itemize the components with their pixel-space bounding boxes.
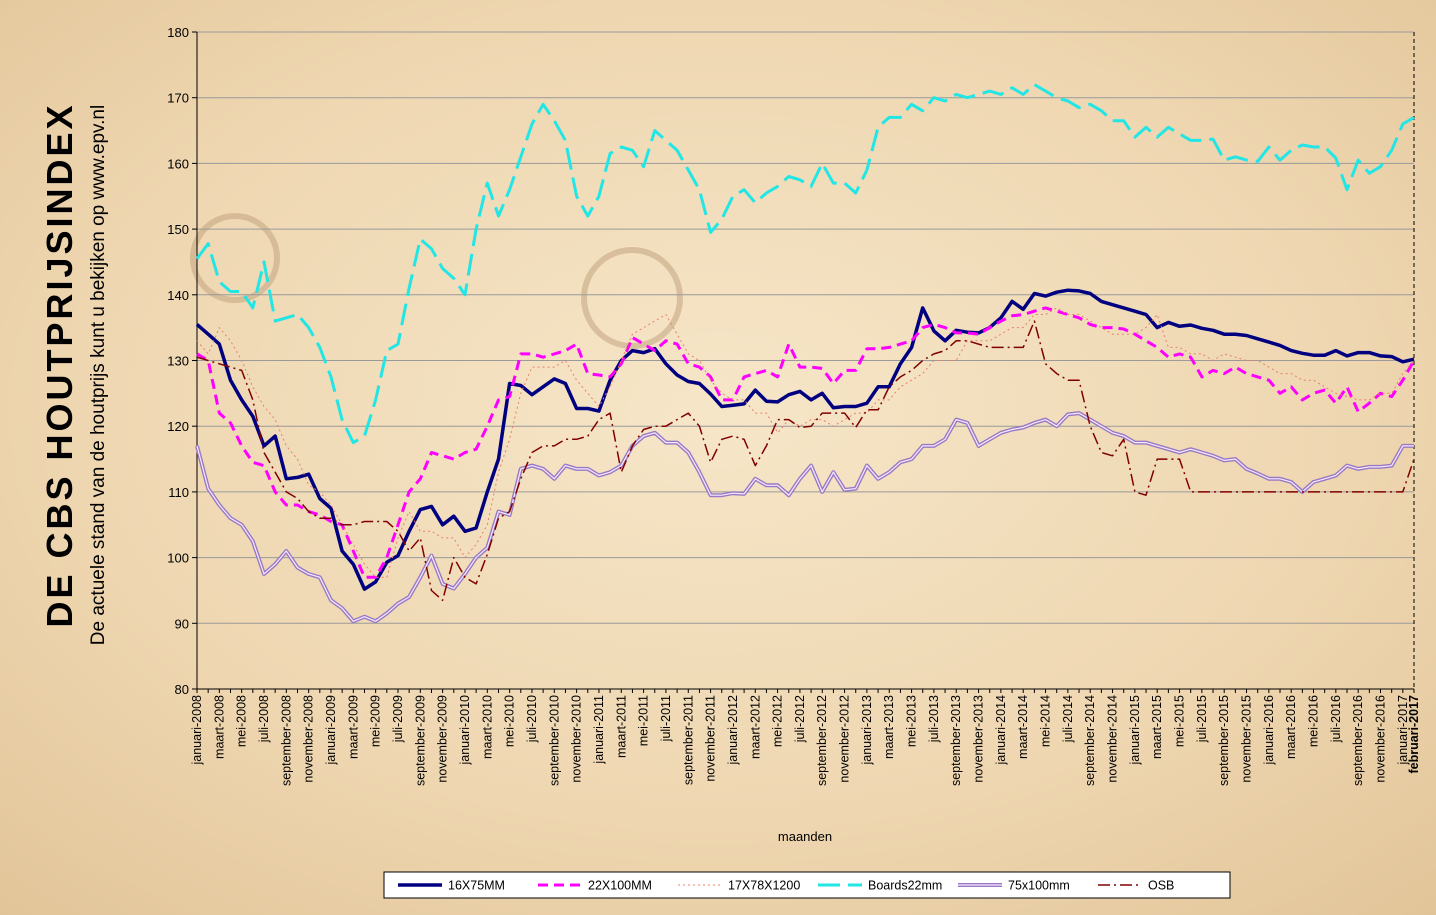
- x-tick-label: juli-2012: [793, 695, 807, 743]
- x-tick-label: september-2012: [815, 695, 829, 786]
- x-tick-label: september-2008: [279, 695, 293, 786]
- x-tick-label: november-2008: [302, 695, 316, 783]
- y-tick-label: 160: [167, 156, 189, 171]
- x-tick-label: maart-2014: [1016, 695, 1030, 759]
- x-tick-label: januari-2008: [190, 695, 204, 766]
- y-tick-label: 100: [167, 551, 189, 566]
- x-tick-label: mei-2011: [637, 695, 651, 746]
- y-tick-label: 110: [168, 485, 189, 500]
- x-tick-label: juli-2008: [257, 695, 271, 743]
- x-tick-label: september-2013: [949, 695, 963, 786]
- x-tick-label: mei-2012: [771, 695, 785, 747]
- x-tick-label: mei-2013: [905, 695, 919, 747]
- legend-label: 17X78X1200: [728, 879, 800, 893]
- x-tick-label: september-2010: [547, 695, 561, 786]
- x-tick-label: juli-2013: [927, 695, 941, 743]
- x-tick-label: maart-2016: [1284, 695, 1298, 759]
- y-tick-label: 120: [167, 419, 189, 434]
- x-tick-label: november-2010: [570, 695, 584, 783]
- y-tick-label: 90: [175, 616, 189, 631]
- x-tick-label: januari-2010: [458, 695, 472, 766]
- y-tick-label: 130: [167, 354, 189, 369]
- x-tick-label: november-2011: [704, 695, 718, 782]
- x-tick-label: januari-2012: [726, 695, 740, 766]
- x-tick-label: november-2016: [1374, 695, 1388, 783]
- x-tick-label: juli-2009: [391, 695, 405, 743]
- x-tick-label: februari-2017: [1407, 695, 1421, 774]
- x-tick-label: maart-2009: [346, 695, 360, 759]
- chart-title: DE CBS HOUTPRIJSINDEX: [39, 102, 80, 627]
- legend-label: Boards22mm: [868, 879, 942, 893]
- x-tick-label: september-2014: [1083, 695, 1097, 786]
- x-tick-label: juli-2014: [1061, 695, 1075, 743]
- x-tick-label: september-2015: [1217, 695, 1231, 786]
- x-tick-label: mei-2014: [1039, 695, 1053, 747]
- x-tick-label: mei-2010: [503, 695, 517, 747]
- x-tick-label: september-2011: [681, 695, 695, 785]
- x-tick-label: januari-2015: [1128, 695, 1142, 766]
- x-axis-label: maanden: [778, 829, 832, 844]
- x-tick-label: september-2009: [413, 695, 427, 786]
- legend-label: 75x100mm: [1008, 879, 1070, 893]
- legend-label: 22X100MM: [588, 879, 652, 893]
- x-tick-label: november-2009: [436, 695, 450, 783]
- legend-label: OSB: [1148, 879, 1174, 893]
- x-tick-label: januari-2016: [1262, 695, 1276, 766]
- x-tick-label: november-2013: [972, 695, 986, 783]
- x-tick-label: juli-2016: [1329, 695, 1343, 743]
- legend-label: 16X75MM: [448, 879, 505, 893]
- chart-subtitle: De actuele stand van de houtprijs kunt u…: [88, 105, 109, 645]
- y-tick-label: 170: [167, 91, 189, 106]
- x-tick-label: november-2015: [1240, 695, 1254, 783]
- x-tick-label: november-2014: [1106, 695, 1120, 783]
- x-tick-label: januari-2014: [994, 695, 1008, 766]
- x-tick-label: september-2016: [1351, 695, 1365, 786]
- x-tick-label: maart-2013: [882, 695, 896, 759]
- x-tick-label: juli-2010: [525, 695, 539, 743]
- x-tick-label: maart-2011: [614, 695, 628, 758]
- x-tick-label: mei-2009: [369, 695, 383, 747]
- y-tick-label: 140: [167, 288, 189, 303]
- chart: DE CBS HOUTPRIJSINDEX De actuele stand v…: [0, 0, 1436, 915]
- x-tick-label: juli-2011: [659, 695, 673, 742]
- y-tick-label: 150: [167, 222, 189, 237]
- x-tick-label: januari-2009: [324, 695, 338, 766]
- x-tick-label: maart-2015: [1150, 695, 1164, 759]
- x-tick-label: november-2012: [838, 695, 852, 783]
- x-tick-label: mei-2016: [1307, 695, 1321, 747]
- x-tick-label: januari-2013: [860, 695, 874, 766]
- x-tick-label: maart-2010: [480, 695, 494, 759]
- x-tick-label: januari-2011: [592, 695, 606, 765]
- x-tick-label: mei-2008: [235, 695, 249, 747]
- x-tick-label: juli-2015: [1195, 695, 1209, 743]
- y-tick-label: 80: [175, 682, 189, 697]
- x-tick-label: maart-2012: [748, 695, 762, 759]
- x-tick-label: maart-2008: [212, 695, 226, 759]
- x-tick-label: mei-2015: [1173, 695, 1187, 747]
- y-tick-label: 180: [167, 25, 189, 40]
